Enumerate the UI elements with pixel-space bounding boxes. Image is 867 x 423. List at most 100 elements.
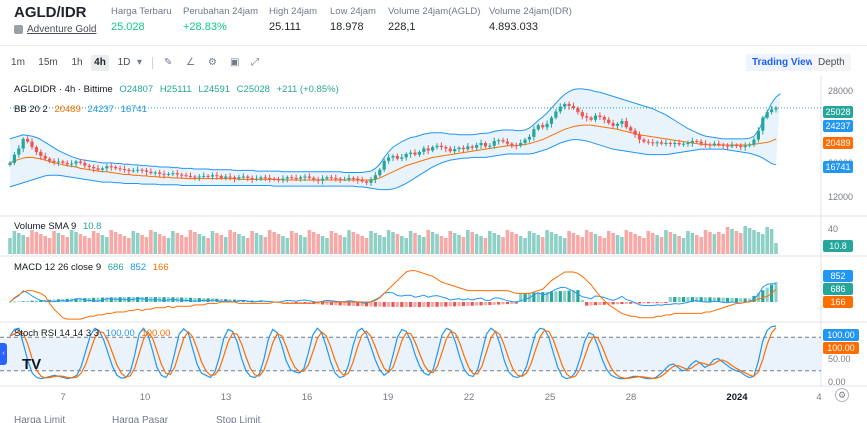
volume-bar [518, 236, 523, 254]
candle-body [153, 172, 157, 174]
trading-view-button[interactable]: Trading View [746, 54, 820, 71]
macd-histogram-bar [439, 302, 444, 307]
macd-histogram-bar [34, 300, 39, 302]
pencil-icon[interactable]: ✎ [164, 57, 173, 68]
macd-signal-line [9, 270, 777, 320]
volume-bar [364, 238, 369, 254]
bb-upper-line [9, 88, 781, 173]
volume-bar [193, 232, 197, 254]
macd-histogram-bar [615, 302, 620, 305]
volume-bar [307, 230, 312, 254]
volume-bar [606, 231, 611, 254]
stat-high-24h: High 24jam 25.111 [269, 6, 317, 33]
candle-body [765, 112, 769, 118]
candle-body [219, 175, 223, 178]
volume-bar [488, 231, 492, 254]
stat-change-24h: Perubahan 24jam +28.83% [183, 6, 258, 33]
macd-histogram-bar [342, 302, 347, 306]
volume-bar [162, 236, 166, 254]
candle-body [43, 156, 47, 159]
macd-histogram-bar [721, 297, 725, 302]
tab-harga-pasar[interactable]: Harga Pasar [112, 415, 169, 423]
candle-body [316, 179, 320, 181]
chart-area[interactable]: AGLDIDR · 4h · Bittime O24807 H25111 L24… [0, 76, 867, 423]
volume-bar [351, 232, 356, 254]
macd-histogram-bar [461, 302, 466, 307]
macd-histogram-bar [136, 297, 140, 302]
interval-1d[interactable]: 1D [117, 57, 131, 68]
interval-4h[interactable]: 4h [91, 55, 109, 71]
volume-bar [201, 236, 206, 254]
chevron-down-icon[interactable]: ▾ [137, 57, 143, 68]
macd-histogram-bar [26, 300, 30, 302]
volume-bar [721, 234, 725, 254]
volume-bar [593, 234, 598, 254]
volume-bar [140, 235, 144, 254]
candle-body [651, 142, 655, 144]
panel-collapse-handle[interactable]: ‹ [0, 343, 7, 365]
candle-body [629, 127, 633, 131]
macd-histogram-bar [602, 302, 606, 305]
macd-histogram-bar [386, 302, 391, 307]
macd-histogram-bar [109, 297, 113, 302]
candle-body [325, 177, 329, 179]
tab-harga-limit[interactable]: Harga Limit [14, 415, 66, 423]
stat-label: High 24jam [269, 6, 318, 17]
volume-bar [633, 234, 637, 254]
chart-settings-icon[interactable]: ⚙ [835, 388, 849, 402]
macd-histogram-bar [448, 302, 452, 307]
macd-histogram-bar [642, 302, 646, 304]
volume-bar [153, 232, 158, 254]
candle-body [514, 145, 518, 147]
settings-icon[interactable]: ⚙ [208, 57, 217, 68]
coin-name-link[interactable]: Adventure Gold [14, 24, 97, 35]
volume-bar [637, 236, 642, 254]
coin-name: Adventure Gold [27, 24, 97, 35]
trend-icon[interactable]: ∠ [186, 57, 195, 68]
x-tick-label: 28 [625, 392, 637, 403]
macd-histogram-bar [532, 292, 536, 302]
volume-bar [131, 231, 136, 254]
macd-histogram-bar [325, 302, 329, 305]
stoch-tick-label: 50.00 [828, 354, 851, 364]
fullscreen-icon[interactable]: ⤢ [251, 57, 259, 68]
candle-body [681, 143, 686, 145]
candle-body [224, 176, 228, 178]
volume-bar [360, 236, 364, 254]
volume-bar [760, 234, 765, 254]
candle-body [34, 147, 39, 152]
volume-bar [215, 233, 219, 254]
macd-histogram-bar [571, 290, 576, 302]
interval-1h[interactable]: 1h [71, 57, 83, 68]
volume-bar [514, 234, 519, 254]
candle-body [501, 140, 505, 142]
interval-1m[interactable]: 1m [11, 57, 25, 68]
stat-low-24h: Low 24jam 18.978 [330, 6, 376, 33]
volume-bar [408, 231, 413, 254]
candle-body [585, 116, 589, 118]
volume-value-label: 10.8 [823, 240, 853, 252]
candle-body [364, 181, 369, 183]
macd-histogram-bar [747, 298, 752, 302]
macd-histogram-bar [285, 302, 289, 303]
macd-histogram-bar [219, 298, 223, 302]
candle-body [510, 143, 514, 146]
tab-stop-limit[interactable]: Stop Limit [216, 415, 261, 423]
stoch-legend: Stoch RSI 14 14 3 3 100.00 100.00 [14, 328, 174, 339]
candle-body [241, 176, 245, 178]
candle-body [281, 178, 285, 181]
macd-histogram-bar [395, 302, 400, 307]
macd-histogram-bar [298, 302, 303, 304]
depth-button[interactable]: Depth [812, 54, 851, 71]
save-icon[interactable]: ▣ [230, 57, 240, 68]
volume-bar [369, 231, 373, 254]
volume-bar [527, 231, 532, 254]
volume-bar [135, 233, 140, 254]
macd-histogram-bar [567, 290, 571, 302]
volume-bar [382, 237, 386, 254]
candle-body [695, 140, 699, 142]
volume-bar [470, 232, 475, 254]
interval-15m[interactable]: 15m [38, 57, 58, 68]
chart-canvas[interactable] [0, 76, 867, 423]
candle-body [752, 139, 756, 145]
